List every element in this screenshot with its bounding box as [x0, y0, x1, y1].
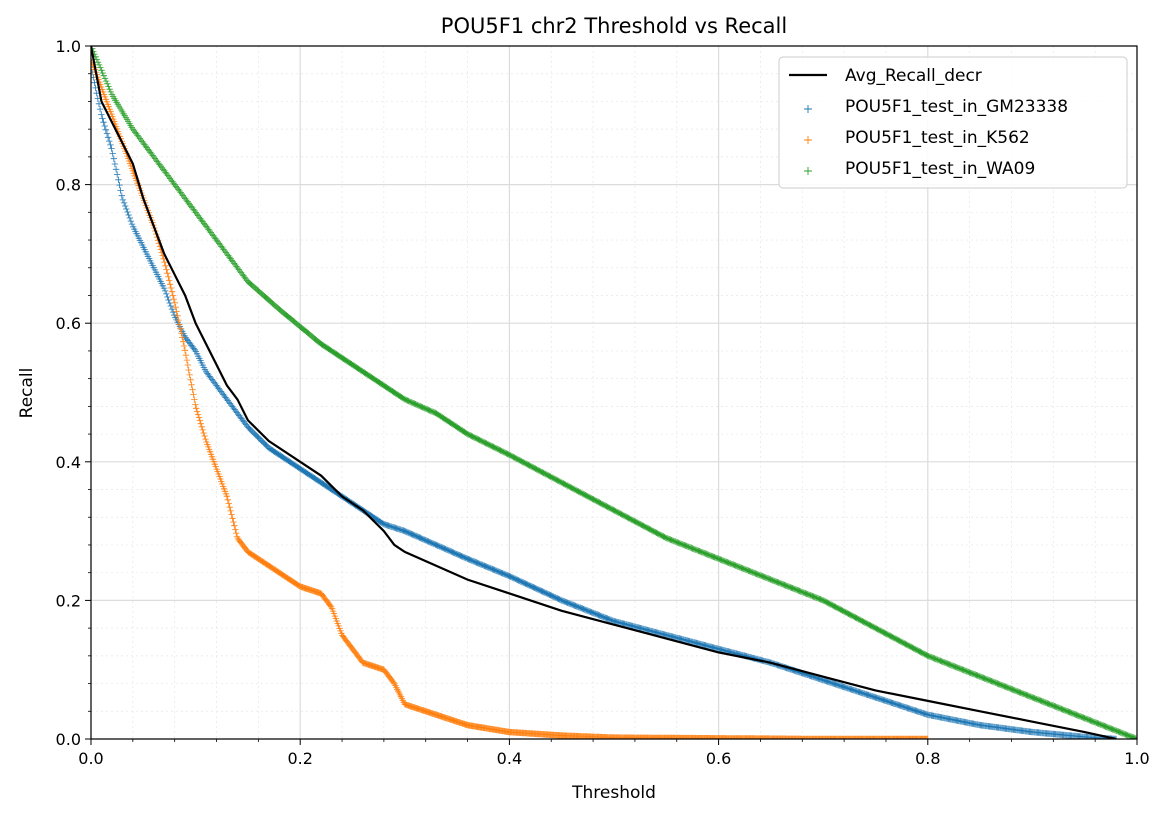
- y-tick-label: 0.4: [56, 453, 81, 472]
- x-tick-label: 0.6: [706, 749, 731, 768]
- minor-grid: [91, 46, 1137, 739]
- series-layer: [91, 46, 1137, 739]
- x-axis-label: Threshold: [571, 783, 656, 803]
- legend-marker-swatch: [804, 167, 812, 175]
- series-POU5F1_test_in_WA09: [91, 46, 1137, 739]
- legend-label: Avg_Recall_decr: [845, 66, 982, 86]
- x-tick-label: 0.4: [497, 749, 522, 768]
- series-markers: [91, 46, 1137, 739]
- x-tick-label: 1.0: [1124, 749, 1149, 768]
- axes-frame: [90, 45, 1138, 740]
- y-axis-label: Recall: [17, 368, 37, 419]
- legend-label: POU5F1_test_in_GM23338: [845, 97, 1068, 117]
- legend-marker-swatch: [804, 105, 812, 113]
- y-tick-label: 0.2: [56, 591, 81, 610]
- legend-item-Avg_Recall_decr: Avg_Recall_decr: [789, 66, 982, 86]
- legend-box: [778, 56, 1128, 189]
- x-tick-label: 0.0: [78, 749, 103, 768]
- legend-item-POU5F1_test_in_WA09: POU5F1_test_in_WA09: [804, 159, 1035, 179]
- chart-title: POU5F1 chr2 Threshold vs Recall: [441, 14, 787, 38]
- legend-label: POU5F1_test_in_K562: [845, 128, 1030, 148]
- plot-area: 0.0 0.2 0.4 0.6 0.8 1.0 0.0 0.2 0.4 0.6 0.8 1.0: [56, 37, 1150, 768]
- series-Avg_Recall_decr: [91, 46, 1117, 739]
- y-tick-label: 0.8: [56, 176, 81, 195]
- y-tick-label: 0.6: [56, 314, 81, 333]
- y-tick-label: 0.0: [56, 730, 81, 749]
- y-tick-label: 1.0: [56, 37, 81, 56]
- series-line: [91, 46, 1117, 739]
- legend: Avg_Recall_decr POU5F1_test_in_GM23338 POU…: [778, 56, 1128, 189]
- ticks: 0.0 0.2 0.4 0.6 0.8 1.0 0.0 0.2 0.4 0.6 0.8 1.0: [56, 37, 1150, 768]
- x-tick-label: 0.8: [915, 749, 940, 768]
- legend-item-POU5F1_test_in_GM23338: POU5F1_test_in_GM23338: [804, 97, 1068, 117]
- x-tick-label: 0.2: [287, 749, 312, 768]
- legend-label: POU5F1_test_in_WA09: [845, 159, 1035, 179]
- legend-marker-swatch: [804, 136, 812, 144]
- legend-item-POU5F1_test_in_K562: POU5F1_test_in_K562: [804, 128, 1030, 148]
